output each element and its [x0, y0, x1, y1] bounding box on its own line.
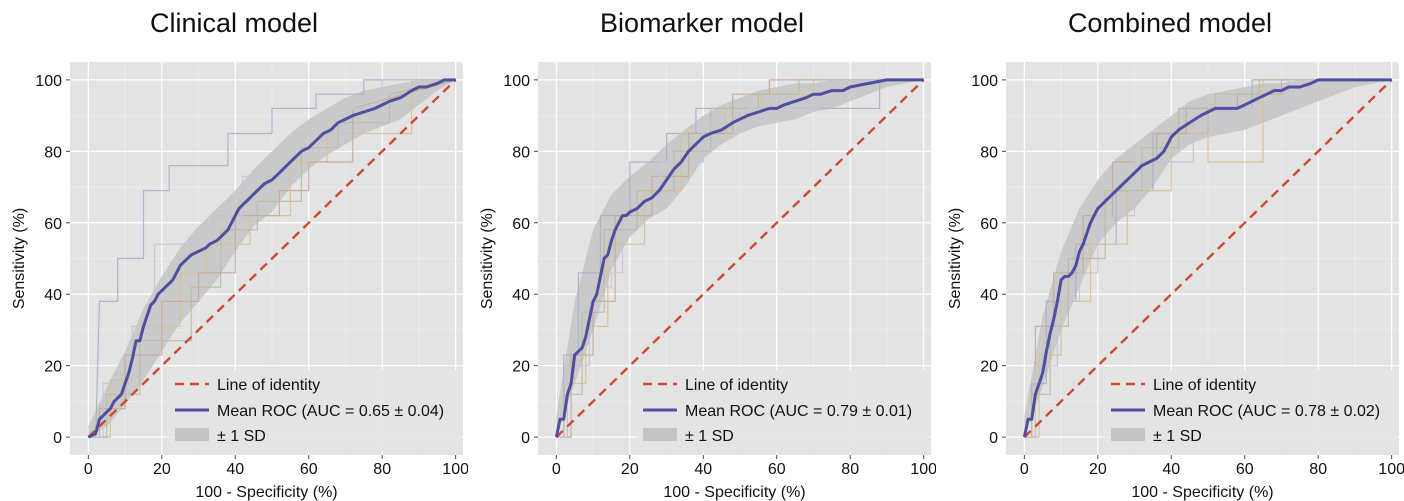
- fold-roc-line: [556, 79, 924, 438]
- fold-roc-line: [88, 79, 456, 438]
- y-axis-label: Sensitivity (%): [479, 208, 496, 309]
- y-axis-label: Sensitivity (%): [947, 208, 964, 309]
- tick-labels: 0 20 40 60 80 100 0 20 40 60 80 100: [35, 73, 468, 478]
- y-tick-label: 60: [980, 216, 998, 233]
- mean-roc-line: [554, 78, 924, 438]
- panel-clinical-model: 0 20 40 60 80 100 0 20 40 60 80 100 100 - Specificit…: [0, 0, 468, 501]
- x-tick-label: 0: [84, 461, 93, 478]
- fold-roc-line: [1024, 79, 1392, 438]
- x-tick-label: 20: [621, 461, 639, 478]
- panel-biomarker-model: 0 20 40 60 80 100 0 20 40 60 80 100 100 - Specificit…: [468, 0, 936, 501]
- legend-box: [1105, 370, 1397, 452]
- y-tick-label: 40: [512, 287, 530, 304]
- tick-labels: 0 20 40 60 80 100 0 20 40 60 80 100: [971, 73, 1404, 478]
- legend-label-mean-roc: Mean ROC (AUC = 0.79 ± 0.01): [685, 403, 912, 420]
- x-tick-label: 60: [1236, 461, 1254, 478]
- x-tick-label: 80: [373, 461, 391, 478]
- x-tick-label: 40: [1162, 461, 1180, 478]
- y-tick-label: 80: [44, 144, 62, 161]
- legend-box: [169, 370, 461, 452]
- tick-labels: 0 20 40 60 80 100 0 20 40 60 80 100: [503, 73, 936, 478]
- x-tick-label: 100: [910, 461, 936, 478]
- x-tick-label: 80: [1309, 461, 1327, 478]
- chart-title: Biomarker model: [599, 8, 805, 38]
- y-tick-label: 100: [503, 73, 530, 90]
- legend-box: [637, 370, 929, 452]
- x-tick-label: 40: [694, 461, 712, 478]
- x-tick-label: 100: [442, 461, 468, 478]
- legend: Line of identity Mean ROC (AUC = 0.78 ± 0…: [1105, 370, 1397, 452]
- legend: Line of identity Mean ROC (AUC = 0.79 ± 0…: [637, 370, 929, 452]
- y-tick-label: 0: [989, 430, 998, 447]
- fold-roc-line: [88, 79, 456, 438]
- legend-label-sd: ± 1 SD: [1153, 428, 1202, 445]
- identity-line: [1023, 79, 1393, 438]
- y-tick-label: 100: [35, 73, 62, 90]
- x-tick-label: 60: [300, 461, 318, 478]
- legend-label-identity: Line of identity: [685, 377, 788, 394]
- x-axis-label: 100 - Specificity (%): [1131, 484, 1273, 501]
- mean-roc-line: [87, 78, 456, 439]
- x-tick-label: 40: [226, 461, 244, 478]
- legend-swatch-sd: [1111, 428, 1145, 441]
- x-tick-label: 20: [1089, 461, 1107, 478]
- fold-roc-line: [556, 79, 924, 438]
- y-tick-label: 60: [44, 216, 62, 233]
- x-axis-label: 100 - Specificity (%): [663, 484, 805, 501]
- mean-roc-line: [1022, 78, 1392, 438]
- y-tick-label: 80: [512, 144, 530, 161]
- y-tick-label: 0: [53, 430, 62, 447]
- y-tick-label: 20: [44, 359, 62, 376]
- sd-band: [1024, 79, 1392, 438]
- y-tick-label: 80: [980, 144, 998, 161]
- y-tick-label: 20: [512, 359, 530, 376]
- y-tick-label: 60: [512, 216, 530, 233]
- y-axis-label: Sensitivity (%): [11, 208, 28, 309]
- legend-label-identity: Line of identity: [217, 377, 320, 394]
- legend-label-sd: ± 1 SD: [217, 428, 266, 445]
- legend-swatch-sd: [175, 428, 209, 441]
- y-tick-label: 40: [44, 287, 62, 304]
- roc-plot: 0 20 40 60 80 100 0 20 40 60 80 100 100 - Specificit…: [479, 62, 936, 501]
- identity-line: [87, 79, 457, 438]
- x-tick-label: 80: [841, 461, 859, 478]
- chart-title: Combined model: [1067, 8, 1273, 38]
- fold-roc-line: [88, 79, 456, 438]
- fold-curves: [88, 79, 456, 438]
- y-tick-label: 0: [521, 430, 530, 447]
- identity-line: [555, 79, 925, 438]
- panel-combined-model: 0 20 40 60 80 100 0 20 40 60 80 100 100 - Specificit…: [936, 0, 1404, 501]
- roc-plot: 0 20 40 60 80 100 0 20 40 60 80 100 100 - Specificit…: [947, 62, 1404, 501]
- y-tick-label: 40: [980, 287, 998, 304]
- legend-swatch-sd: [643, 428, 677, 441]
- x-tick-label: 20: [153, 461, 171, 478]
- x-tick-label: 0: [1020, 461, 1029, 478]
- x-tick-label: 0: [552, 461, 561, 478]
- y-tick-label: 100: [971, 73, 998, 90]
- roc-plot: 0 20 40 60 80 100 0 20 40 60 80 100 100 - Specificit…: [11, 62, 468, 501]
- legend-label-identity: Line of identity: [1153, 377, 1256, 394]
- legend-label-mean-roc: Mean ROC (AUC = 0.78 ± 0.02): [1153, 403, 1380, 420]
- x-axis-label: 100 - Specificity (%): [195, 484, 337, 501]
- chart-title: Clinical model: [149, 8, 319, 38]
- fold-roc-line: [556, 79, 924, 438]
- x-tick-label: 60: [768, 461, 786, 478]
- y-tick-label: 20: [980, 359, 998, 376]
- legend: Line of identity Mean ROC (AUC = 0.65 ± 0…: [169, 370, 461, 452]
- x-tick-label: 100: [1378, 461, 1404, 478]
- fold-roc-line: [88, 79, 456, 438]
- sd-band: [556, 79, 924, 438]
- legend-label-mean-roc: Mean ROC (AUC = 0.65 ± 0.04): [217, 403, 444, 420]
- legend-label-sd: ± 1 SD: [685, 428, 734, 445]
